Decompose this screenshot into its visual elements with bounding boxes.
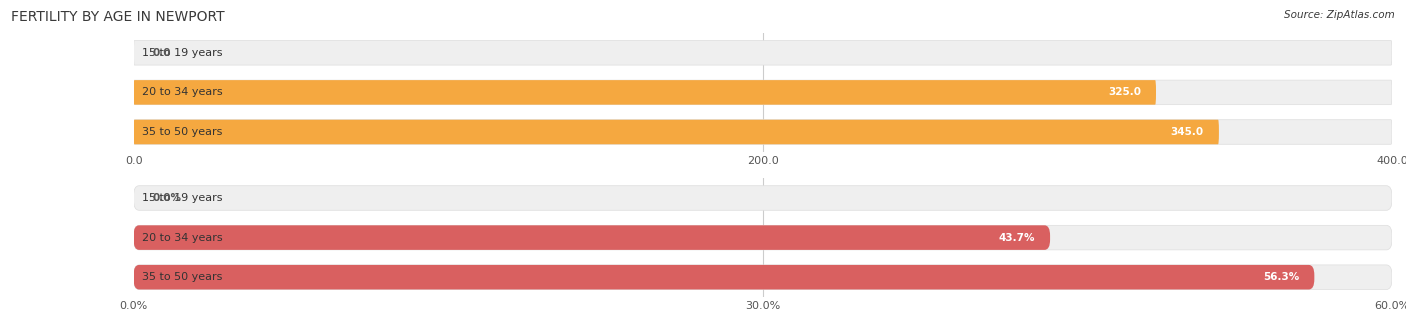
- FancyBboxPatch shape: [134, 186, 1392, 210]
- FancyBboxPatch shape: [134, 80, 1156, 105]
- FancyBboxPatch shape: [134, 120, 1219, 144]
- FancyBboxPatch shape: [134, 120, 1392, 144]
- Text: 56.3%: 56.3%: [1263, 272, 1299, 282]
- Text: 15 to 19 years: 15 to 19 years: [142, 193, 224, 203]
- FancyBboxPatch shape: [134, 225, 1392, 250]
- Text: 15 to 19 years: 15 to 19 years: [142, 48, 224, 58]
- FancyBboxPatch shape: [134, 265, 1392, 289]
- Text: 20 to 34 years: 20 to 34 years: [142, 87, 224, 97]
- FancyBboxPatch shape: [134, 80, 1392, 105]
- Text: 0.0: 0.0: [152, 48, 172, 58]
- Text: 35 to 50 years: 35 to 50 years: [142, 272, 222, 282]
- Text: 0.0%: 0.0%: [152, 193, 181, 203]
- Text: 43.7%: 43.7%: [998, 233, 1035, 243]
- Text: Source: ZipAtlas.com: Source: ZipAtlas.com: [1284, 10, 1395, 20]
- Text: 20 to 34 years: 20 to 34 years: [142, 233, 224, 243]
- FancyBboxPatch shape: [134, 265, 1315, 289]
- Text: 35 to 50 years: 35 to 50 years: [142, 127, 222, 137]
- FancyBboxPatch shape: [134, 41, 1392, 65]
- Text: FERTILITY BY AGE IN NEWPORT: FERTILITY BY AGE IN NEWPORT: [11, 10, 225, 24]
- Text: 325.0: 325.0: [1108, 87, 1140, 97]
- FancyBboxPatch shape: [134, 225, 1050, 250]
- Text: 345.0: 345.0: [1171, 127, 1204, 137]
